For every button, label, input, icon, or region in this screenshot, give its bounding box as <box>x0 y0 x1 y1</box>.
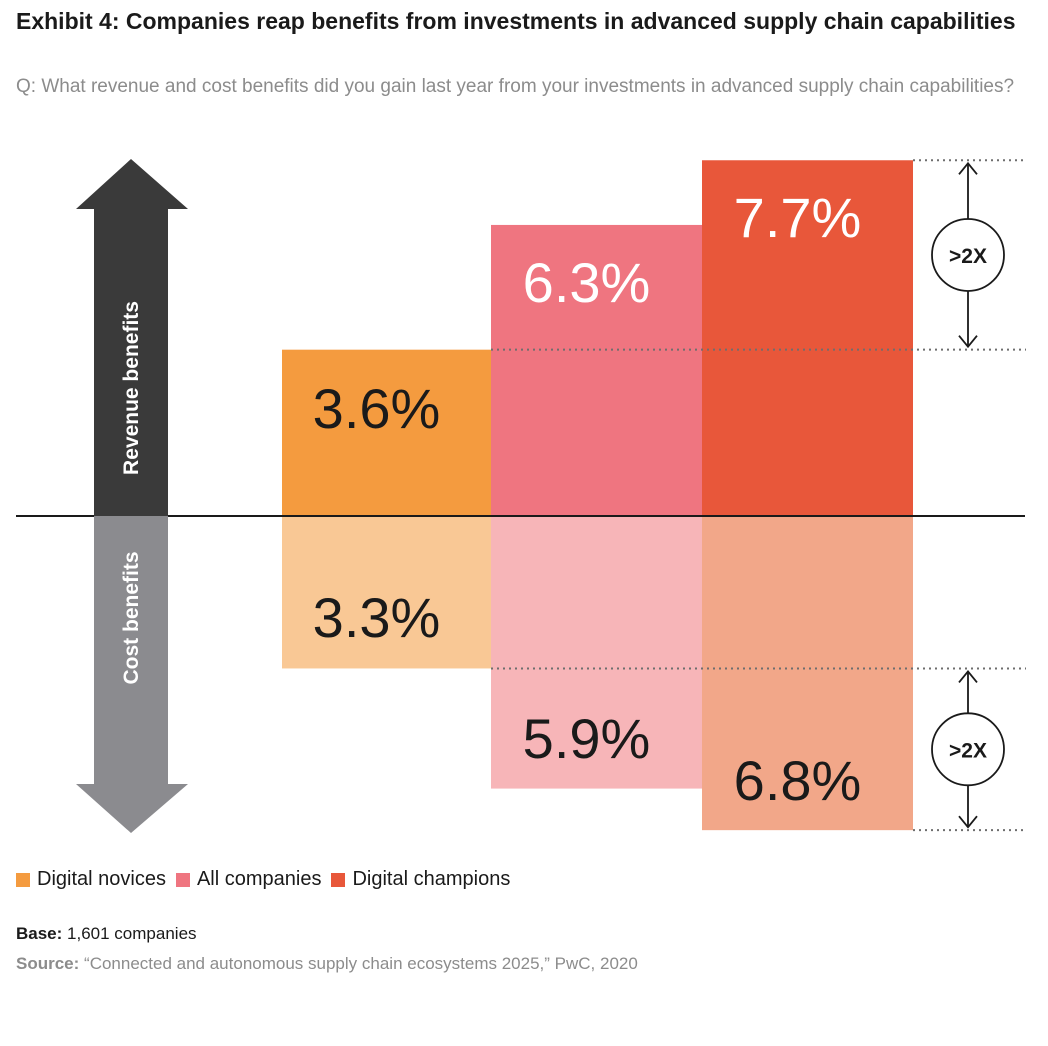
cost-bar <box>702 516 913 831</box>
revenue-value-label: 7.7% <box>734 186 862 249</box>
legend-swatch <box>16 872 30 887</box>
revenue-axis-label: Revenue benefits <box>120 301 143 475</box>
legend-swatch <box>175 872 190 887</box>
revenue-arrow <box>76 159 188 516</box>
comparison-circle <box>931 218 1005 292</box>
base-label: Base: <box>16 924 63 943</box>
legend-label: All companies <box>196 868 322 890</box>
chart: 3.6% 3.3% 6.3% 5.9% 7.7% 6.8% >2X >2X Revenue be… <box>16 159 1026 833</box>
comparison-label: >2X <box>949 739 987 762</box>
revenue-bar <box>282 349 491 516</box>
cost-value-label: 5.9% <box>523 707 651 770</box>
survey-question: Q: What revenue and cost benefits did yo… <box>16 76 1015 97</box>
comparison-circle <box>931 712 1005 787</box>
cost-axis-label: Cost benefits <box>120 551 143 684</box>
revenue-value-label: 3.6% <box>313 377 441 440</box>
cost-arrow <box>76 516 188 833</box>
arrow-down-icon <box>958 815 978 829</box>
source-label: Source: <box>16 954 80 973</box>
revenue-bar <box>491 224 702 516</box>
legend-label: Digital champions <box>352 868 511 890</box>
arrow-down-icon <box>958 335 978 349</box>
cost-bar <box>282 516 491 669</box>
base-note: Base: 1,601 companies <box>16 924 197 944</box>
legend-item-digital-champions: Digital champions <box>331 868 510 891</box>
cost-bar <box>491 516 702 789</box>
chart-title: Exhibit 4: Companies reap benefits from … <box>16 8 1016 34</box>
base-text: 1,601 companies <box>67 924 197 943</box>
legend-item-all-companies: All companies <box>175 868 322 891</box>
source-note: Source: “Connected and autonomous supply… <box>16 954 638 974</box>
arrow-up-icon <box>958 161 978 175</box>
legend: Digital novices All companies Digital ch… <box>16 868 520 891</box>
cost-value-label: 6.8% <box>734 749 862 812</box>
revenue-bar <box>702 160 913 516</box>
cost-value-label: 3.3% <box>313 586 441 649</box>
arrow-up-icon <box>958 670 978 684</box>
legend-item-digital-novices: Digital novices <box>16 868 166 891</box>
source-text: “Connected and autonomous supply chain e… <box>84 954 638 973</box>
revenue-value-label: 6.3% <box>523 251 651 314</box>
legend-label: Digital novices <box>37 868 166 890</box>
comparison-label: >2X <box>949 245 987 268</box>
legend-swatch <box>331 872 346 887</box>
